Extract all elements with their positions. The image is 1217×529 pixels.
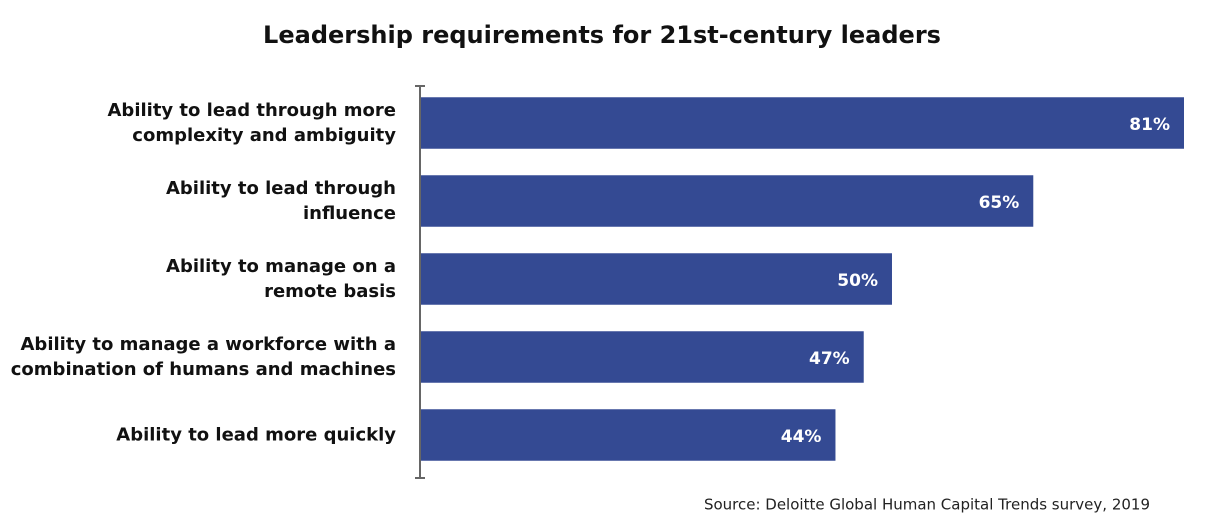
bar: [421, 331, 864, 383]
bar: [421, 175, 1034, 227]
category-label: Ability to lead more quickly: [116, 424, 396, 446]
source-note: Source: Deloitte Global Human Capital Tr…: [704, 496, 1150, 514]
category-label: Ability to manage a workforce with a com…: [10, 334, 396, 380]
category-label: Ability to lead through influence: [165, 178, 396, 224]
chart-title: Leadership requirements for 21st-century…: [263, 21, 941, 49]
value-label: 81%: [1129, 115, 1170, 135]
value-label: 44%: [781, 427, 822, 447]
bar: [421, 97, 1184, 149]
category-label: Ability to lead through more complexity …: [107, 100, 397, 146]
value-label: 50%: [837, 271, 878, 291]
value-label: 65%: [979, 193, 1020, 213]
bar: [421, 253, 892, 305]
value-label: 47%: [809, 349, 850, 369]
bar: [421, 409, 836, 461]
category-label: Ability to manage on a remote basis: [166, 256, 396, 302]
